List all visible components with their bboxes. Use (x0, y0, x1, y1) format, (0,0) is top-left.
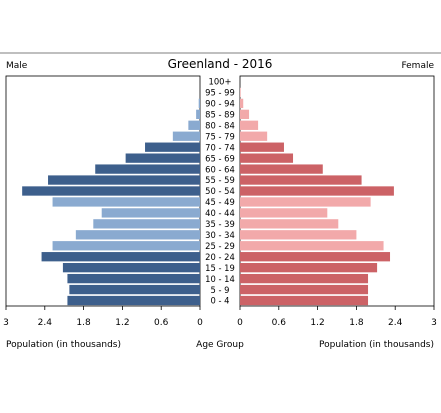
age-label-90-94: 90 - 94 (205, 99, 235, 109)
male-bar-30-34 (76, 230, 200, 239)
age-label-75-79: 75 - 79 (205, 131, 235, 141)
female-label: Female (401, 61, 434, 71)
age-label-95-99: 95 - 99 (205, 88, 235, 98)
female-x-tick-label: 1.2 (310, 318, 324, 328)
age-label-80-84: 80 - 84 (205, 120, 235, 130)
male-bar-75-79 (173, 132, 200, 141)
female-bar-80-84 (240, 121, 258, 130)
age-label-85-89: 85 - 89 (205, 110, 235, 120)
female-bar-0-4 (240, 296, 368, 305)
male-x-tick-label: 2.4 (38, 318, 53, 328)
female-x-tick-label: 1.8 (349, 318, 364, 328)
male-bar-60-64 (95, 164, 200, 173)
age-label-65-69: 65 - 69 (205, 153, 235, 163)
female-bar-10-14 (240, 274, 368, 283)
female-bar-20-24 (240, 252, 390, 261)
female-bar-70-74 (240, 143, 284, 152)
age-label-100plus: 100+ (208, 77, 231, 87)
female-x-tick-label: 0 (237, 318, 243, 328)
male-x-axis-label: Population (in thousands) (6, 340, 121, 350)
age-label-10-14: 10 - 14 (205, 274, 235, 284)
male-bar-80-84 (188, 121, 200, 130)
female-x-tick-label: 2.4 (388, 318, 403, 328)
female-x-tick-label: 0.6 (272, 318, 287, 328)
male-bar-50-54 (22, 186, 200, 195)
female-x-tick-label: 3 (431, 318, 437, 328)
female-bars (240, 88, 394, 305)
female-bar-45-49 (240, 197, 371, 206)
male-bar-15-19 (63, 263, 200, 272)
male-x-tick-label: 1.2 (115, 318, 129, 328)
male-bar-0-4 (67, 296, 200, 305)
female-bar-75-79 (240, 132, 267, 141)
male-x-tick-label: 1.8 (76, 318, 91, 328)
age-label-5-9: 5 - 9 (210, 285, 229, 295)
female-bar-95-99 (240, 88, 241, 97)
male-x-tick-label: 0 (197, 318, 203, 328)
female-bar-5-9 (240, 285, 368, 294)
male-bar-85-89 (196, 110, 200, 119)
male-x-tick-label: 0.6 (154, 318, 169, 328)
male-bar-35-39 (93, 219, 200, 228)
age-label-35-39: 35 - 39 (205, 219, 235, 229)
age-group-axis-label: Age Group (196, 340, 244, 350)
age-label-25-29: 25 - 29 (205, 241, 235, 251)
age-label-40-44: 40 - 44 (205, 208, 235, 218)
male-bar-10-14 (67, 274, 200, 283)
age-label-45-49: 45 - 49 (205, 197, 235, 207)
female-x-axis: 0 0.6 1.2 1.8 2.4 3 (237, 306, 437, 328)
female-bar-55-59 (240, 175, 362, 184)
age-label-50-54: 50 - 54 (205, 186, 235, 196)
female-bar-60-64 (240, 164, 323, 173)
age-label-55-59: 55 - 59 (205, 175, 235, 185)
female-bar-85-89 (240, 110, 249, 119)
male-bar-25-29 (53, 241, 200, 250)
age-label-0-4: 0 - 4 (210, 296, 229, 306)
male-bar-40-44 (102, 208, 200, 217)
female-bar-65-69 (240, 153, 293, 162)
male-bar-65-69 (126, 153, 200, 162)
female-x-axis-label: Population (in thousands) (319, 340, 434, 350)
male-x-tick-label: 3 (3, 318, 9, 328)
male-bar-70-74 (145, 143, 200, 152)
chart-title: Greenland - 2016 (168, 57, 273, 71)
female-bar-30-34 (240, 230, 356, 239)
female-bar-25-29 (240, 241, 384, 250)
male-x-axis: 3 2.4 1.8 1.2 0.6 0 (3, 306, 203, 328)
male-label: Male (6, 61, 28, 71)
male-bar-5-9 (69, 285, 200, 294)
female-bar-15-19 (240, 263, 377, 272)
male-bar-90-94 (199, 99, 200, 108)
male-bar-55-59 (48, 175, 200, 184)
male-bar-20-24 (42, 252, 200, 261)
male-bar-45-49 (53, 197, 200, 206)
age-label-30-34: 30 - 34 (205, 230, 235, 240)
age-label-20-24: 20 - 24 (205, 252, 235, 262)
age-label-15-19: 15 - 19 (205, 263, 235, 273)
female-bar-90-94 (240, 99, 243, 108)
age-label-60-64: 60 - 64 (205, 164, 235, 174)
age-label-70-74: 70 - 74 (205, 142, 235, 152)
male-bars (22, 99, 200, 305)
female-bar-35-39 (240, 219, 338, 228)
female-bar-40-44 (240, 208, 327, 217)
female-bar-50-54 (240, 186, 394, 195)
